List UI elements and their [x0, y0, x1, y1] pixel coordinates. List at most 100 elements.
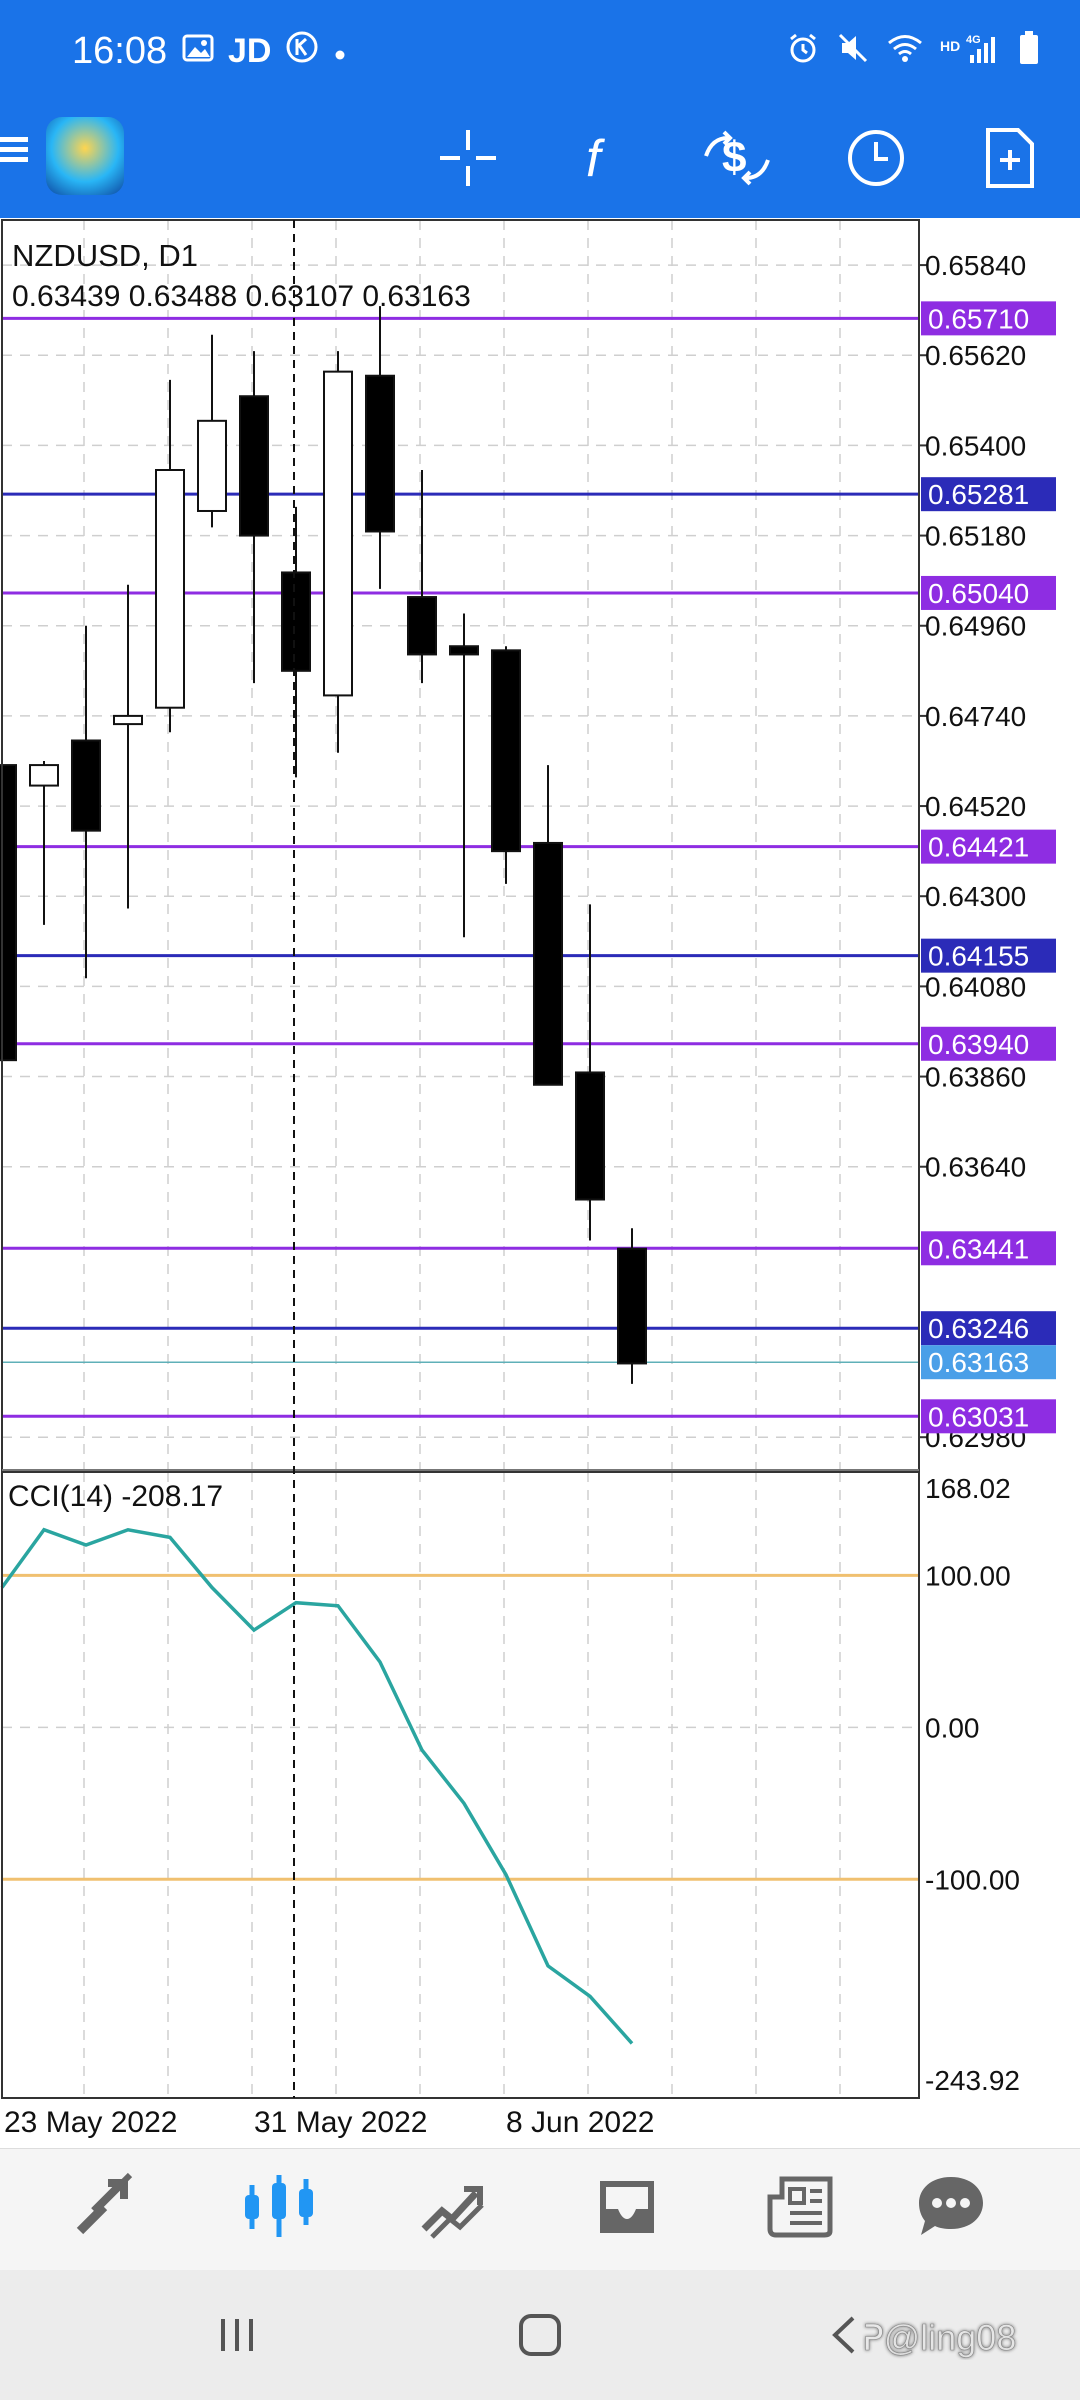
chart-grid — [2, 220, 919, 2098]
mute-icon — [836, 31, 870, 73]
price-axis-label: 0.63860 — [925, 1062, 1026, 1093]
svg-text:4G: 4G — [966, 34, 981, 46]
nav-chart[interactable] — [234, 2166, 324, 2246]
home-icon — [519, 2314, 561, 2356]
price-line-tag: 0.65040 — [921, 575, 1056, 610]
nav-quotes[interactable] — [60, 2166, 150, 2246]
new-order-button[interactable] — [970, 120, 1050, 196]
candle — [533, 765, 563, 1086]
candle-body — [449, 645, 479, 656]
price-line-tag: 0.63246 — [921, 1311, 1056, 1346]
candle — [71, 625, 101, 979]
price-axis-label: 0.63640 — [925, 1152, 1026, 1183]
candle-body — [197, 419, 227, 512]
date-axis-label: 8 Jun 2022 — [506, 2106, 654, 2139]
cci-axis-label: 100.00 — [925, 1560, 1011, 1591]
chart-svg[interactable]: 0.65840 0.65620 0.65400 0.65180 0.64960 0.647… — [0, 218, 1080, 2148]
trade-trend-icon — [421, 2186, 484, 2239]
cci-line — [0, 1527, 634, 2045]
price-axis-label: 0.65180 — [925, 521, 1026, 552]
candle — [407, 470, 437, 684]
chart-area[interactable]: 0.65840 0.65620 0.65400 0.65180 0.64960 0.647… — [0, 218, 1080, 2148]
price-line-tag-text: 0.63031 — [928, 1401, 1029, 1432]
back-button[interactable] — [805, 2305, 885, 2365]
inbox-tray-icon — [600, 2181, 654, 2233]
candle-body — [533, 841, 563, 1086]
price-axis-label: 0.65840 — [925, 250, 1026, 281]
candle — [113, 584, 143, 909]
date-axis: 23 May 2022 31 May 2022 8 Jun 2022 — [4, 2106, 654, 2139]
price-line-tag: 0.64421 — [921, 829, 1056, 864]
trade-button[interactable]: $ — [697, 120, 777, 196]
price-line-tag: 0.65710 — [921, 301, 1056, 336]
price-line-tag-bg — [921, 301, 1056, 336]
price-line-tag-text: 0.63441 — [928, 1233, 1029, 1264]
watermark: ᕈ@ling08 — [862, 2316, 1062, 2369]
watermark-text: ᕈ@ling08 — [862, 2317, 1017, 2359]
price-axis: 0.65840 0.65620 0.65400 0.65180 0.64960 0.647… — [919, 250, 1026, 2096]
back-chevron-icon — [832, 2316, 855, 2354]
cci-frame — [1, 1471, 920, 2099]
date-axis-label: 23 May 2022 — [4, 2106, 177, 2139]
price-line-labels: 0.65710 0.65281 0.65040 0.64421 0.64155 0.639… — [921, 301, 1056, 1434]
alarm-icon — [786, 31, 820, 73]
system-navigation — [0, 2270, 1080, 2400]
candle — [29, 760, 59, 925]
price-line-tag: 0.64155 — [921, 938, 1056, 973]
cci-axis-label: -243.92 — [925, 2065, 1020, 2096]
bottom-navigation — [0, 2148, 1080, 2271]
status-right-icons: HD 4G — [786, 30, 1040, 74]
candle-body — [113, 714, 143, 726]
recent-apps-icon — [221, 2319, 253, 2351]
wifi-icon — [886, 33, 924, 71]
candlestick-chart-icon — [245, 2175, 313, 2237]
gallery-icon — [182, 32, 214, 71]
price-line-tag-text: 0.65281 — [928, 479, 1029, 510]
price-line-tag: 0.63940 — [921, 1026, 1056, 1061]
date-axis-label: 31 May 2022 — [254, 2106, 427, 2139]
candle-body — [407, 596, 437, 656]
nav-chat[interactable] — [906, 2166, 996, 2246]
price-line-tag-bg — [921, 1311, 1056, 1346]
nav-trade[interactable] — [408, 2166, 498, 2246]
candle-body — [575, 1071, 605, 1201]
cci-axis-label: 168.02 — [925, 1473, 1011, 1504]
price-line-tag-bg — [921, 1026, 1056, 1061]
quotes-arrows-icon — [76, 2172, 133, 2235]
cci-axis-label: -100.00 — [925, 1864, 1020, 1895]
hd-4g-signal-icon: HD 4G — [940, 31, 1002, 73]
indicators-button[interactable]: f — [563, 120, 643, 196]
price-axis-label: 0.64740 — [925, 701, 1026, 732]
price-line-tag: 0.63441 — [921, 1231, 1056, 1266]
k-circle-icon — [285, 30, 319, 73]
battery-icon — [1018, 30, 1040, 74]
crosshair-icon — [440, 130, 496, 186]
crosshair-button[interactable] — [428, 120, 508, 196]
candle-body — [155, 469, 185, 709]
candle-body — [491, 649, 521, 853]
price-line-tag-bg — [921, 575, 1056, 610]
candle-body — [281, 571, 311, 672]
price-line-tag: 0.63163 — [921, 1345, 1056, 1380]
cci-label: CCI(14) -208.17 — [8, 1480, 223, 1513]
price-line-tag-text: 0.63163 — [928, 1347, 1029, 1378]
candle — [449, 613, 479, 938]
ohlc-values: 0.63439 0.63488 0.63107 0.63163 — [12, 280, 471, 313]
candle-body — [617, 1247, 647, 1365]
price-line-tag-bg — [921, 938, 1056, 973]
timeframe-button[interactable] — [836, 120, 916, 196]
price-line-tag-bg — [921, 1231, 1056, 1266]
symbol-label: NZDUSD, D1 — [12, 238, 198, 273]
price-line-tag-text: 0.65710 — [928, 303, 1029, 334]
candle-body — [365, 374, 395, 533]
candle — [281, 506, 311, 778]
nav-history[interactable] — [582, 2166, 672, 2246]
home-button[interactable] — [500, 2305, 580, 2365]
recent-apps-button[interactable] — [197, 2305, 277, 2365]
menu-icon[interactable] — [0, 132, 28, 162]
svg-text:ᕈ@ling08: ᕈ@ling08 — [862, 2317, 1016, 2358]
nav-news[interactable] — [756, 2166, 846, 2246]
price-line-tag: 0.65281 — [921, 477, 1056, 512]
jd-app-text: JD — [228, 32, 272, 70]
price-line-tag-bg — [921, 829, 1056, 864]
